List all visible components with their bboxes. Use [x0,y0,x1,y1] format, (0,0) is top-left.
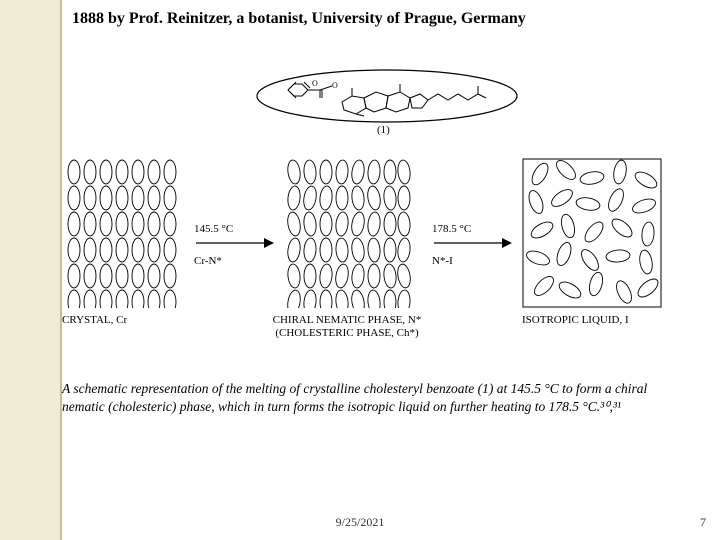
molecule-label: (1) [377,124,390,136]
svg-text:O: O [332,81,338,90]
chiral-phase-label: CHIRAL NEMATIC PHASE, N* (CHOLESTERIC PH… [262,314,432,339]
figure-caption: A schematic representation of the meltin… [62,380,652,416]
transition-second: 178.5 °C N*-I [432,223,512,268]
crystal-phase-label: CRYSTAL, Cr [62,314,192,327]
slide-title: 1888 by Prof. Reinitzer, a botanist, Uni… [72,10,702,28]
transition-first-notation: Cr-N* [194,255,274,268]
arrow-right-icon [194,236,274,250]
chiral-phase: CHIRAL NEMATIC PHASE, N* (CHOLESTERIC PH… [282,158,432,339]
iso-phase-label: ISOTROPIC LIQUID, I [522,314,672,327]
footer-page-number: 7 [700,515,706,530]
iso-phase: ISOTROPIC LIQUID, I [522,158,672,327]
transition-second-temp: 178.5 °C [432,223,512,236]
transition-first-temp: 145.5 °C [194,223,274,236]
figure-area: O O (1) [72,68,682,468]
arrow-right-icon [432,236,512,250]
transition-second-notation: N*-I [432,255,512,268]
iso-phase-icon [522,158,662,308]
svg-text:O: O [312,79,318,88]
chiral-phase-icon [282,158,412,308]
footer-date: 9/25/2021 [0,515,720,530]
crystal-phase: CRYSTAL, Cr [62,158,192,327]
slide-content: 1888 by Prof. Reinitzer, a botanist, Uni… [72,10,702,468]
side-stripe [0,0,60,540]
molecule-structure-icon: O O [252,68,522,130]
crystal-phase-icon [62,158,182,308]
transition-first: 145.5 °C Cr-N* [194,223,274,268]
